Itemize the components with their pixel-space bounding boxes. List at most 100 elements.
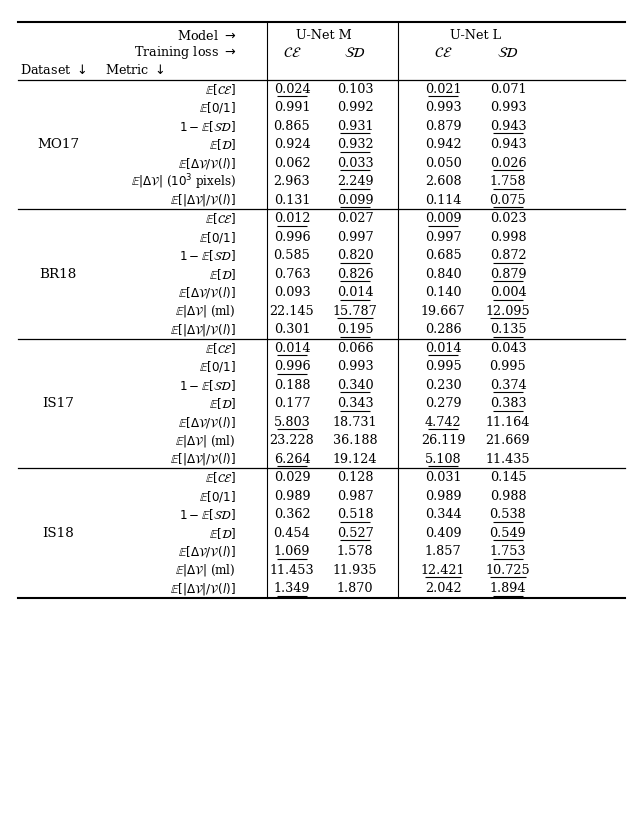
Text: 0.093: 0.093 xyxy=(274,286,310,300)
Text: 0.075: 0.075 xyxy=(490,193,526,207)
Text: U-Net M: U-Net M xyxy=(296,30,351,42)
Text: $\mathcal{SD}$: $\mathcal{SD}$ xyxy=(344,46,366,60)
Text: 0.820: 0.820 xyxy=(337,249,373,262)
Text: 0.029: 0.029 xyxy=(274,471,310,484)
Text: BR18: BR18 xyxy=(39,268,77,281)
Text: 0.279: 0.279 xyxy=(425,398,461,410)
Text: 2.963: 2.963 xyxy=(274,175,310,188)
Text: Dataset $\downarrow$: Dataset $\downarrow$ xyxy=(20,63,86,77)
Text: U-Net L: U-Net L xyxy=(450,30,501,42)
Text: $\mathbb{E}|\Delta\mathcal{V}|$ ($10^3$ pixels): $\mathbb{E}|\Delta\mathcal{V}|$ ($10^3$ … xyxy=(131,172,236,192)
Text: $\mathbb{E}[|\Delta\mathcal{V}|/\mathcal{V}(l)]$: $\mathbb{E}[|\Delta\mathcal{V}|/\mathcal… xyxy=(170,581,236,597)
Text: 0.995: 0.995 xyxy=(490,360,526,374)
Text: 0.383: 0.383 xyxy=(490,398,526,410)
Text: 11.935: 11.935 xyxy=(333,564,378,577)
Text: 0.099: 0.099 xyxy=(337,193,373,207)
Text: $\mathbb{E}[\Delta\mathcal{V}/\mathcal{V}(l)]$: $\mathbb{E}[\Delta\mathcal{V}/\mathcal{V… xyxy=(179,156,236,171)
Text: 0.009: 0.009 xyxy=(425,212,461,225)
Text: 1.870: 1.870 xyxy=(337,583,373,595)
Text: 0.992: 0.992 xyxy=(337,101,373,115)
Text: 1.753: 1.753 xyxy=(490,545,526,559)
Text: 0.997: 0.997 xyxy=(425,231,461,244)
Text: 0.114: 0.114 xyxy=(425,193,461,207)
Text: 11.453: 11.453 xyxy=(269,564,314,577)
Text: $\mathcal{CE}$: $\mathcal{CE}$ xyxy=(434,46,452,60)
Text: 0.993: 0.993 xyxy=(490,101,526,115)
Text: 0.996: 0.996 xyxy=(274,231,310,244)
Text: $\mathcal{SD}$: $\mathcal{SD}$ xyxy=(497,46,519,60)
Text: 0.998: 0.998 xyxy=(490,231,526,244)
Text: 0.942: 0.942 xyxy=(425,139,461,151)
Text: 19.667: 19.667 xyxy=(420,305,465,318)
Text: $\mathbb{E}[|\Delta\mathcal{V}|/\mathcal{V}(l)]$: $\mathbb{E}[|\Delta\mathcal{V}|/\mathcal… xyxy=(170,322,236,338)
Text: $\mathbb{E}[\mathcal{D}]$: $\mathbb{E}[\mathcal{D}]$ xyxy=(209,525,236,540)
Text: 26.119: 26.119 xyxy=(420,434,465,447)
Text: 15.787: 15.787 xyxy=(333,305,378,318)
Text: $\mathbb{E}[\mathcal{D}]$: $\mathbb{E}[\mathcal{D}]$ xyxy=(209,396,236,411)
Text: 0.993: 0.993 xyxy=(425,101,461,115)
Text: 0.014: 0.014 xyxy=(337,286,373,300)
Text: 1.578: 1.578 xyxy=(337,545,373,559)
Text: $\mathbb{E}[\Delta\mathcal{V}/\mathcal{V}(l)]$: $\mathbb{E}[\Delta\mathcal{V}/\mathcal{V… xyxy=(179,415,236,430)
Text: 0.549: 0.549 xyxy=(490,527,526,540)
Text: $1 - \mathbb{E}[\mathcal{SD}]$: $1 - \mathbb{E}[\mathcal{SD}]$ xyxy=(179,248,236,263)
Text: 0.071: 0.071 xyxy=(490,83,526,95)
Text: 0.527: 0.527 xyxy=(337,527,373,540)
Text: 0.374: 0.374 xyxy=(490,378,526,392)
Text: $\mathbb{E}[0/1]$: $\mathbb{E}[0/1]$ xyxy=(199,100,236,115)
Text: 0.043: 0.043 xyxy=(490,342,526,354)
Text: 5.108: 5.108 xyxy=(425,452,461,466)
Text: 0.454: 0.454 xyxy=(274,527,310,540)
Text: Training loss $\rightarrow$: Training loss $\rightarrow$ xyxy=(134,45,236,61)
Text: 0.879: 0.879 xyxy=(490,268,526,281)
Text: 0.135: 0.135 xyxy=(490,323,526,336)
Text: 0.301: 0.301 xyxy=(274,323,310,336)
Text: 0.195: 0.195 xyxy=(337,323,373,336)
Text: 0.826: 0.826 xyxy=(337,268,373,281)
Text: 0.230: 0.230 xyxy=(425,378,461,392)
Text: $\mathbb{E}[\Delta\mathcal{V}/\mathcal{V}(l)]$: $\mathbb{E}[\Delta\mathcal{V}/\mathcal{V… xyxy=(179,286,236,300)
Text: 0.931: 0.931 xyxy=(337,120,373,133)
Text: 0.989: 0.989 xyxy=(425,490,461,503)
Text: $\mathbb{E}[0/1]$: $\mathbb{E}[0/1]$ xyxy=(199,359,236,374)
Text: 6.264: 6.264 xyxy=(274,452,310,466)
Text: 0.987: 0.987 xyxy=(337,490,373,503)
Text: 0.763: 0.763 xyxy=(274,268,310,281)
Text: 0.004: 0.004 xyxy=(490,286,526,300)
Text: IS17: IS17 xyxy=(42,398,74,410)
Text: 2.608: 2.608 xyxy=(425,175,461,188)
Text: 0.145: 0.145 xyxy=(490,471,526,484)
Text: $1 - \mathbb{E}[\mathcal{SD}]$: $1 - \mathbb{E}[\mathcal{SD}]$ xyxy=(179,119,236,134)
Text: 0.012: 0.012 xyxy=(274,212,310,225)
Text: 36.188: 36.188 xyxy=(333,434,378,447)
Text: 0.865: 0.865 xyxy=(274,120,310,133)
Text: 0.050: 0.050 xyxy=(424,157,461,170)
Text: 12.095: 12.095 xyxy=(486,305,531,318)
Text: 0.518: 0.518 xyxy=(337,508,373,521)
Text: 0.128: 0.128 xyxy=(337,471,373,484)
Text: 0.033: 0.033 xyxy=(337,157,373,170)
Text: 22.145: 22.145 xyxy=(269,305,314,318)
Text: 0.943: 0.943 xyxy=(490,120,526,133)
Text: $1 - \mathbb{E}[\mathcal{SD}]$: $1 - \mathbb{E}[\mathcal{SD}]$ xyxy=(179,507,236,522)
Text: $\mathbb{E}|\Delta\mathcal{V}|$ (ml): $\mathbb{E}|\Delta\mathcal{V}|$ (ml) xyxy=(175,562,236,579)
Text: $\mathcal{CE}$: $\mathcal{CE}$ xyxy=(283,46,301,60)
Text: 12.421: 12.421 xyxy=(420,564,465,577)
Text: $\mathbb{E}[0/1]$: $\mathbb{E}[0/1]$ xyxy=(199,230,236,245)
Text: 0.103: 0.103 xyxy=(337,83,373,95)
Text: 0.988: 0.988 xyxy=(490,490,526,503)
Text: 0.362: 0.362 xyxy=(274,508,310,521)
Text: $\mathbb{E}[|\Delta\mathcal{V}|/\mathcal{V}(l)]$: $\mathbb{E}[|\Delta\mathcal{V}|/\mathcal… xyxy=(170,452,236,467)
Text: 1.857: 1.857 xyxy=(425,545,461,559)
Text: 0.340: 0.340 xyxy=(337,378,373,392)
Text: 0.014: 0.014 xyxy=(274,342,310,354)
Text: 0.991: 0.991 xyxy=(274,101,310,115)
Text: Model $\rightarrow$: Model $\rightarrow$ xyxy=(177,29,236,43)
Text: $\mathbb{E}[\mathcal{CE}]$: $\mathbb{E}[\mathcal{CE}]$ xyxy=(205,82,236,97)
Text: 0.924: 0.924 xyxy=(274,139,310,151)
Text: 1.349: 1.349 xyxy=(274,583,310,595)
Text: 1.069: 1.069 xyxy=(274,545,310,559)
Text: Metric $\downarrow$: Metric $\downarrow$ xyxy=(105,63,164,77)
Text: 0.131: 0.131 xyxy=(274,193,310,207)
Text: $\mathbb{E}[\mathcal{CE}]$: $\mathbb{E}[\mathcal{CE}]$ xyxy=(205,341,236,356)
